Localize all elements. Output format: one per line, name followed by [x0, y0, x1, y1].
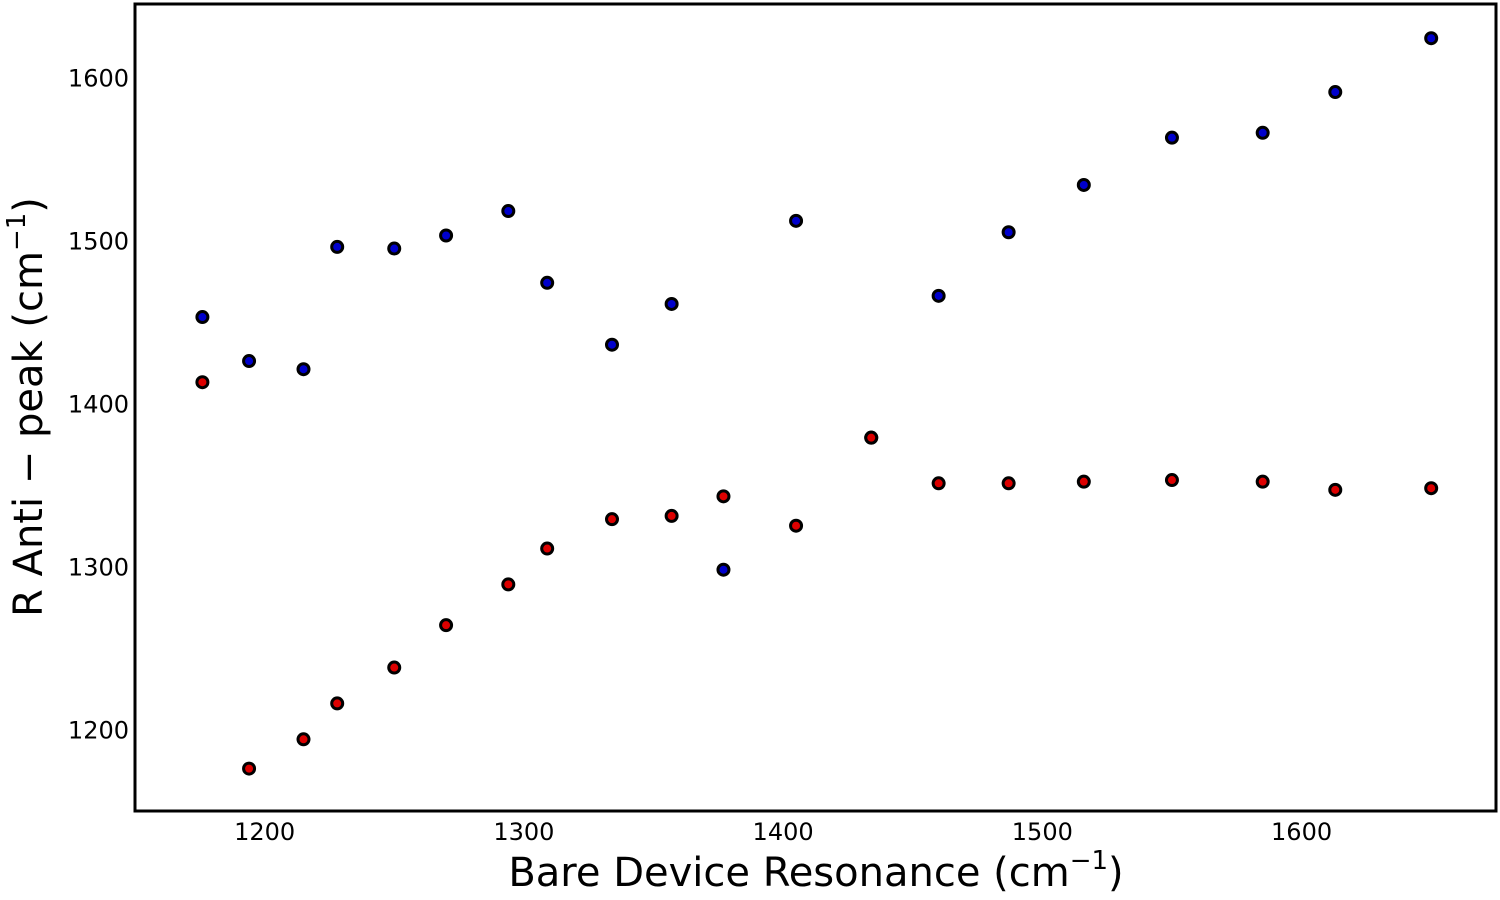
x-tick-label: 1500	[1012, 818, 1073, 846]
x-axis-label-close: )	[1108, 850, 1124, 896]
data-point	[931, 476, 946, 491]
x-tick-label: 1600	[1271, 818, 1332, 846]
data-point	[387, 241, 402, 256]
data-point	[789, 518, 804, 533]
data-point	[604, 337, 619, 352]
data-point	[501, 204, 516, 219]
data-point	[540, 275, 555, 290]
data-point	[1076, 177, 1091, 192]
data-point	[1164, 130, 1179, 145]
series-blue	[195, 31, 1439, 577]
data-point	[1328, 482, 1343, 497]
y-axis-label-close: )	[6, 197, 52, 213]
data-point	[1424, 481, 1439, 496]
data-point	[195, 310, 210, 325]
data-point	[1001, 476, 1016, 491]
points-layer	[195, 31, 1439, 776]
x-axis-label: Bare Device Resonance (cm−1)	[508, 846, 1123, 896]
data-point	[195, 375, 210, 390]
y-axis-label-exponent: −1	[2, 213, 32, 251]
data-point	[1076, 474, 1091, 489]
y-tick-label: 1200	[68, 716, 129, 744]
y-axis-label-text: R Anti − peak (cm	[6, 251, 52, 617]
data-point	[439, 618, 454, 633]
data-point	[296, 362, 311, 377]
y-tick-label: 1400	[68, 390, 129, 418]
data-point	[931, 288, 946, 303]
x-tick-label: 1200	[234, 818, 295, 846]
data-point	[330, 696, 345, 711]
x-tick-labels: 1200 1300 1400 1500 1600	[234, 818, 1332, 846]
data-point	[296, 732, 311, 747]
data-point	[864, 430, 879, 445]
data-point	[789, 213, 804, 228]
data-point	[540, 541, 555, 556]
data-point	[1255, 125, 1270, 140]
y-axis-label: R Anti − peak (cm−1)	[2, 197, 52, 617]
data-point	[242, 354, 257, 369]
plot-frame	[133, 2, 1498, 813]
data-point	[501, 577, 516, 592]
data-point	[716, 562, 731, 577]
data-point	[1328, 85, 1343, 100]
data-point	[716, 489, 731, 504]
data-point	[1001, 225, 1016, 240]
y-tick-labels: 1200 1300 1400 1500 1600	[68, 64, 129, 744]
data-point	[330, 239, 345, 254]
data-point	[387, 660, 402, 675]
data-point	[664, 508, 679, 523]
x-axis-label-exponent: −1	[1070, 846, 1108, 876]
data-point	[439, 228, 454, 243]
y-tick-label: 1300	[68, 553, 129, 581]
x-tick-label: 1400	[753, 818, 814, 846]
y-tick-label: 1500	[68, 227, 129, 255]
data-point	[242, 761, 257, 776]
data-point	[664, 296, 679, 311]
data-point	[1164, 473, 1179, 488]
data-point	[604, 512, 619, 527]
x-tick-label: 1300	[493, 818, 554, 846]
data-point	[1255, 474, 1270, 489]
data-point	[1424, 31, 1439, 46]
series-red	[195, 375, 1439, 776]
x-axis-label-text: Bare Device Resonance (cm	[508, 850, 1069, 896]
y-tick-label: 1600	[68, 64, 129, 92]
